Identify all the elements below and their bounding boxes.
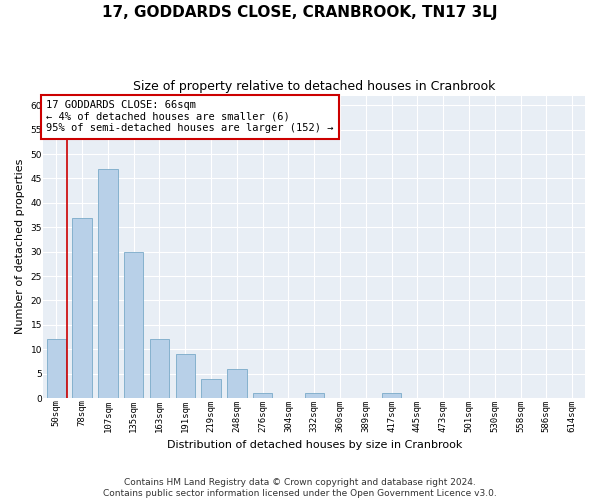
Bar [305, 393, 324, 398]
Bar [202, 378, 221, 398]
Text: 17 GODDARDS CLOSE: 66sqm
← 4% of detached houses are smaller (6)
95% of semi-det: 17 GODDARDS CLOSE: 66sqm ← 4% of detache… [46, 100, 334, 134]
Bar [98, 168, 118, 398]
X-axis label: Distribution of detached houses by size in Cranbrook: Distribution of detached houses by size … [167, 440, 462, 450]
Bar [150, 340, 169, 398]
Bar [124, 252, 143, 398]
Bar [73, 218, 92, 398]
Bar [47, 340, 66, 398]
Text: 17, GODDARDS CLOSE, CRANBROOK, TN17 3LJ: 17, GODDARDS CLOSE, CRANBROOK, TN17 3LJ [102, 5, 498, 20]
Y-axis label: Number of detached properties: Number of detached properties [15, 159, 25, 334]
Bar [382, 393, 401, 398]
Bar [253, 393, 272, 398]
Title: Size of property relative to detached houses in Cranbrook: Size of property relative to detached ho… [133, 80, 496, 93]
Text: Contains HM Land Registry data © Crown copyright and database right 2024.
Contai: Contains HM Land Registry data © Crown c… [103, 478, 497, 498]
Bar [227, 369, 247, 398]
Bar [176, 354, 195, 398]
